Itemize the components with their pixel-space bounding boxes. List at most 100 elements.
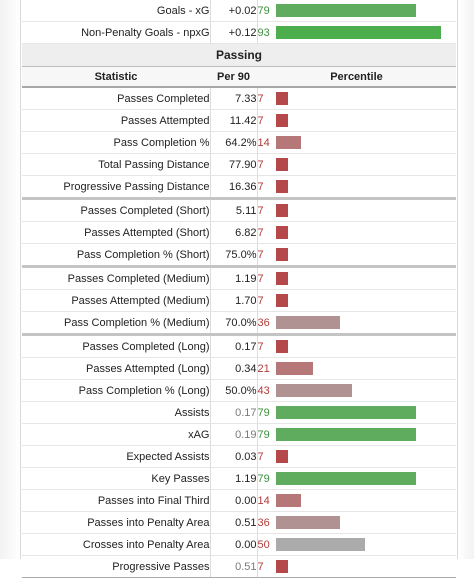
stat-label: Passes into Penalty Area [22,511,210,534]
per90-value: 0.17 [209,333,257,358]
percentile-bar [275,226,288,239]
per90-value: 70.0% [209,311,257,335]
stat-row-passes-into-penalty-area: Passes into Penalty Area 0.51 36 [22,511,456,534]
percentile-cell: 7 [256,333,456,358]
percentile-bar [275,450,288,463]
per90-value: 11.42 [209,109,257,132]
stat-label: Passes Attempted (Long) [22,357,210,380]
stat-label: Non-Penalty Goals - npxG [22,21,210,44]
percentile-value: 7 [257,204,264,217]
stat-label: Crosses into Penalty Area [22,533,210,556]
percentile-cell: 7 [256,109,456,132]
stat-label: Total Passing Distance [22,153,210,176]
percentile-value: 43 [257,384,270,397]
stat-row-passes-attempted-medium: Passes Attempted (Medium) 1.70 7 [22,289,456,312]
percentile-bar [275,362,313,375]
percentile-value: 36 [257,516,270,529]
stat-row-key-passes: Key Passes 1.19 79 [22,467,456,490]
stat-label: Passes into Final Third [22,489,210,512]
passing-section: Passing Statistic Per 90 Percentile [22,43,456,88]
percentile-cell: 79 [256,423,456,446]
stat-row-goals-xg: Goals - xG +0.02 79 [22,0,456,22]
percentile-value: 7 [257,158,264,171]
percentile-cell: 14 [256,489,456,512]
percentile-value: 7 [257,180,264,193]
percentile-cell: 36 [256,511,456,534]
percentile-cell: 36 [256,311,456,335]
stat-label: xAG [22,423,210,446]
per90-value: 50.0% [209,379,257,402]
percentile-cell: 7 [256,175,456,199]
percentile-bar [275,428,416,441]
stat-row-assists: Assists 0.17 79 [22,401,456,424]
percentile-value: 7 [257,450,264,463]
stat-row-passes-attempted-short: Passes Attempted (Short) 6.82 7 [22,221,456,244]
percentile-value: 93 [257,26,270,39]
percentile-bar [275,272,288,285]
per90-value: 77.90 [209,153,257,176]
per90-value: 1.19 [209,467,257,490]
percentile-bar [275,180,288,193]
percentile-value: 7 [257,248,264,261]
per90-value: 0.51 [209,511,257,534]
stat-row-passes-completed: Passes Completed 7.33 7 [22,87,456,110]
per90-value: 16.36 [209,175,257,199]
top-rows: Goals - xG +0.02 79 Non-Penalty Goals - npx… [22,0,456,44]
percentile-value: 79 [257,428,270,441]
percentile-cell: 50 [256,533,456,556]
percentile-value: 14 [257,494,270,507]
stat-row-passes-completed-short: Passes Completed (Short) 5.11 7 [22,197,456,222]
stat-row-expected-assists: Expected Assists 0.03 7 [22,445,456,468]
stat-row-pass-completion-pct-long: Pass Completion % (Long) 50.0% 43 [22,379,456,402]
percentile-bar [275,494,301,507]
percentile-bar [275,384,352,397]
percentile-value: 79 [257,472,270,485]
percentile-value: 79 [257,406,270,419]
header-per90[interactable]: Per 90 [210,66,257,88]
percentile-cell: 79 [256,401,456,424]
percentile-value: 21 [257,362,270,375]
stat-row-progressive-passing-distance: Progressive Passing Distance 16.36 7 [22,175,456,199]
stat-label: Pass Completion % (Long) [22,379,210,402]
percentile-cell: 7 [256,289,456,312]
stat-label: Assists [22,401,210,424]
per90-value: 1.70 [209,289,257,312]
stat-label: Passes Completed (Short) [22,197,210,222]
stat-label: Passes Completed (Long) [22,333,210,358]
header-percentile[interactable]: Percentile [257,66,456,88]
percentile-value: 7 [257,294,264,307]
left-page-edge [0,0,21,559]
stat-label: Passes Attempted [22,109,210,132]
stat-row-non-penalty-goals-npxg: Non-Penalty Goals - npxG +0.12 93 [22,21,456,44]
section-title: Passing [22,43,456,67]
percentile-cell: 7 [256,87,456,110]
stat-label: Progressive Passing Distance [22,175,210,199]
percentile-cell: 7 [256,153,456,176]
per90-value: 0.34 [209,357,257,380]
percentile-bar [275,26,441,39]
percentile-bar [275,4,416,17]
percentile-cell: 79 [256,467,456,490]
scouting-report-table: Goals - xG +0.02 79 Non-Penalty Goals - npx… [22,0,456,578]
stat-row-total-passing-distance: Total Passing Distance 77.90 7 [22,153,456,176]
percentile-bar [275,294,288,307]
per90-value: +0.02 [209,0,257,22]
stat-label: Key Passes [22,467,210,490]
per90-value: 6.82 [209,221,257,244]
per90-value: +0.12 [209,21,257,44]
per90-value: 0.19 [209,423,257,446]
per90-value: 5.11 [209,197,257,222]
per90-value: 0.03 [209,445,257,468]
stat-row-pass-completion-pct: Pass Completion % 64.2% 14 [22,131,456,154]
percentile-bar [275,136,301,149]
percentile-bar [275,114,288,127]
percentile-value: 36 [257,316,270,329]
right-page-edge [457,0,474,559]
header-statistic[interactable]: Statistic [22,66,210,88]
stat-row-crosses-into-penalty-area: Crosses into Penalty Area 0.00 50 [22,533,456,556]
stat-row-pass-completion-pct-medium: Pass Completion % (Medium) 70.0% 36 [22,311,456,335]
percentile-value: 14 [257,136,270,149]
per90-value: 0.00 [209,489,257,512]
per90-value: 0.00 [209,533,257,556]
percentile-cell: 7 [256,221,456,244]
